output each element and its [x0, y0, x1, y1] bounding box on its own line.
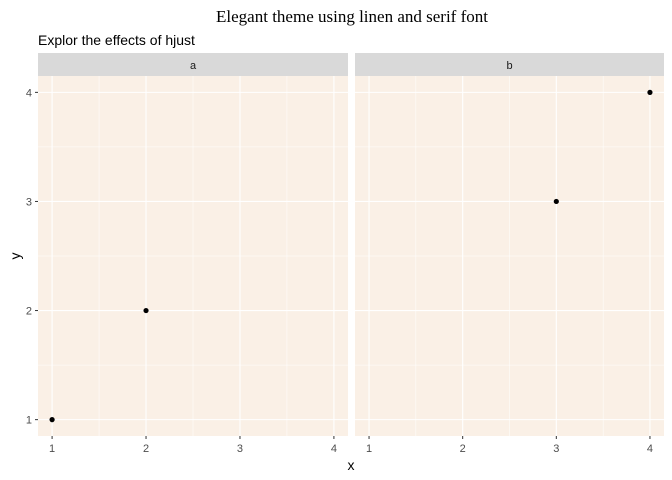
facet-panel-b: b	[355, 53, 664, 436]
x-tick-label: 3	[553, 443, 559, 455]
y-axis-title: y	[7, 253, 23, 260]
x-tick-label: 2	[143, 443, 149, 455]
y-tick-label: 3	[26, 196, 32, 208]
y-tick-label: 2	[26, 306, 32, 318]
x-tick-label: 4	[647, 443, 653, 455]
x-tick-label: 2	[460, 443, 466, 455]
data-point	[553, 198, 559, 205]
facet-strip	[355, 53, 664, 76]
data-point	[49, 417, 55, 423]
chart-title: Elegant theme using linen and serif font	[216, 7, 488, 26]
facet-strip	[38, 53, 348, 76]
x-axis-title: x	[348, 457, 355, 473]
x-axis: 1 2 3 4 1 2 3 4	[49, 436, 653, 455]
x-tick-label: 1	[49, 443, 55, 455]
x-tick-label: 1	[366, 443, 372, 455]
facet-panel-a: a	[38, 53, 348, 436]
x-tick-label: 3	[237, 443, 243, 455]
chart-subtitle: Explor the effects of hjust	[38, 32, 195, 48]
y-axis: 1 2 3 4	[26, 87, 38, 427]
y-tick-label: 1	[26, 415, 32, 427]
data-point	[143, 307, 149, 314]
x-tick-label: 4	[331, 443, 337, 455]
facet-strip-label: b	[506, 60, 512, 72]
data-point	[647, 89, 653, 95]
facet-strip-label: a	[190, 60, 197, 72]
y-tick-label: 4	[26, 87, 32, 99]
